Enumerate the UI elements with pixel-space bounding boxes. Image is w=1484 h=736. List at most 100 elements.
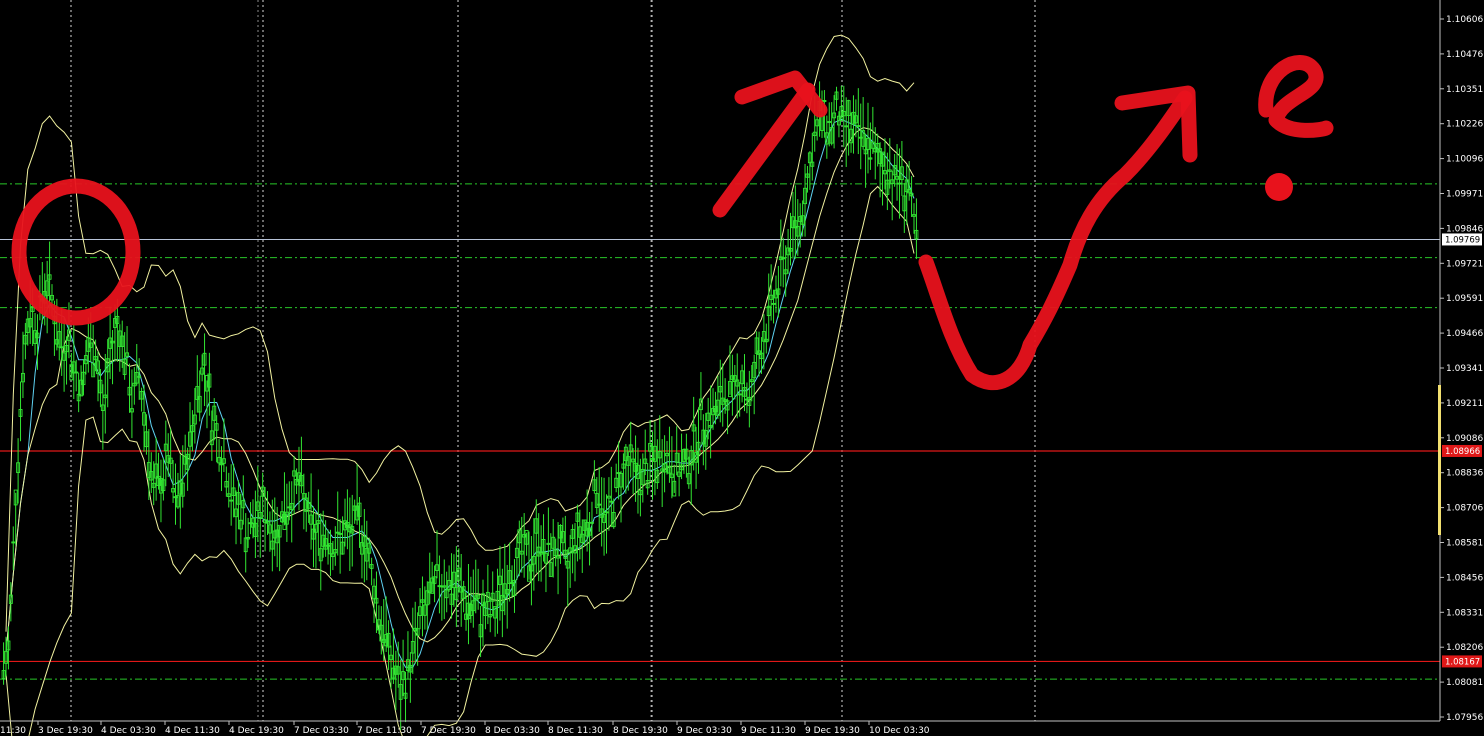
candle-body: [655, 469, 660, 484]
candle-body: [456, 567, 461, 581]
candle-body: [381, 638, 386, 643]
candle-body: [858, 136, 863, 139]
candle-body: [708, 425, 713, 428]
candle-body: [389, 654, 393, 661]
candle-body: [853, 115, 858, 124]
candle-body: [217, 456, 222, 464]
price-tick-label: 1.08081: [1446, 678, 1483, 688]
candle-body: [420, 599, 425, 603]
candle-body: [270, 540, 275, 550]
candle-body: [793, 220, 798, 229]
price-tick-label: 1.10226: [1446, 120, 1483, 130]
candle-body: [251, 517, 255, 528]
candle-body: [284, 511, 289, 525]
candle-body: [761, 331, 766, 342]
candle-body: [408, 664, 413, 673]
candle-body: [260, 486, 265, 497]
candle-body: [461, 586, 466, 599]
time-tick-label: 7 Dec 19:30: [421, 726, 476, 736]
candle-body: [330, 553, 335, 558]
candle-body: [849, 128, 853, 144]
hand-drawn-annotations: [11, 55, 1334, 391]
candle-body: [98, 379, 103, 394]
price-tick-label: 1.09971: [1446, 190, 1483, 200]
candle-body: [161, 479, 166, 492]
candle-body: [221, 458, 226, 464]
candle-body: [117, 330, 122, 347]
candle-body: [878, 148, 883, 165]
candle-body: [149, 471, 154, 481]
candle-body: [863, 149, 868, 155]
candle-body: [856, 125, 861, 128]
candle-body: [229, 499, 234, 502]
candle-body: [645, 480, 650, 489]
candle-body: [335, 531, 340, 534]
candle-body: [577, 526, 582, 538]
candle-body: [597, 503, 602, 506]
candle-body: [759, 352, 764, 359]
candle-body: [142, 412, 146, 426]
candle-body: [747, 396, 752, 406]
candle-body: [590, 521, 594, 524]
candle-body: [396, 666, 401, 675]
candle-body: [706, 412, 711, 421]
price-tick-label: 1.09466: [1446, 329, 1483, 339]
candle-body: [432, 576, 437, 584]
candle-body: [321, 534, 326, 547]
annotation-circle: [11, 178, 141, 326]
candle-body: [621, 463, 626, 469]
candle-body: [280, 511, 284, 523]
candle-body: [764, 338, 769, 343]
candle-body: [628, 444, 633, 453]
candle-body: [522, 534, 527, 538]
price-tick-label: 1.08456: [1446, 573, 1483, 583]
price-tick-label: 1.09721: [1446, 259, 1483, 269]
candle-body: [766, 305, 771, 317]
candle-body: [665, 452, 669, 457]
bollinger-bands: [5, 34, 915, 736]
candle-body: [166, 455, 171, 463]
moving-average-fast: [5, 118, 915, 668]
candle-body: [587, 527, 592, 536]
candle-body: [776, 288, 781, 295]
candle-body: [626, 456, 631, 466]
candle-body: [824, 132, 829, 145]
candle-body: [611, 512, 616, 528]
candle-body: [682, 449, 686, 462]
candle-body: [146, 462, 151, 478]
candle-body: [151, 482, 156, 488]
candle-body: [219, 463, 224, 466]
time-axis: 11:30 3 Dec 19:30 4 Dec 03:30 4 Dec 11:30 4 …: [0, 720, 1440, 736]
candle-body: [803, 187, 807, 205]
candle-body: [313, 523, 318, 533]
candle-body: [171, 488, 176, 493]
candle-body: [841, 111, 846, 117]
candle-body: [495, 590, 500, 606]
candle-body: [861, 130, 866, 147]
candle-body: [185, 453, 190, 470]
candle-body: [275, 529, 280, 544]
candle-body: [638, 489, 643, 496]
candle-body: [192, 414, 197, 425]
candle-body: [902, 195, 907, 212]
candle-body: [771, 302, 776, 305]
candle-body: [267, 524, 272, 534]
time-tick-label: 4 Dec 11:30: [165, 726, 220, 736]
time-tick-label: 11:30: [0, 726, 26, 736]
candle-body: [16, 462, 21, 474]
candle-body: [350, 526, 355, 534]
candle-body: [742, 387, 747, 397]
candle-body: [115, 315, 120, 324]
candle-body: [594, 493, 599, 508]
candle-body: [691, 424, 696, 432]
candle-body: [338, 532, 343, 535]
candle-body: [64, 344, 69, 353]
candle-body: [81, 371, 86, 386]
time-tick-label: 4 Dec 03:30: [101, 726, 156, 736]
candle-body: [326, 544, 330, 547]
candle-body: [728, 381, 732, 398]
candle-body: [30, 306, 35, 312]
price-tick-label: 1.08706: [1446, 504, 1483, 514]
candle-body: [471, 600, 476, 612]
